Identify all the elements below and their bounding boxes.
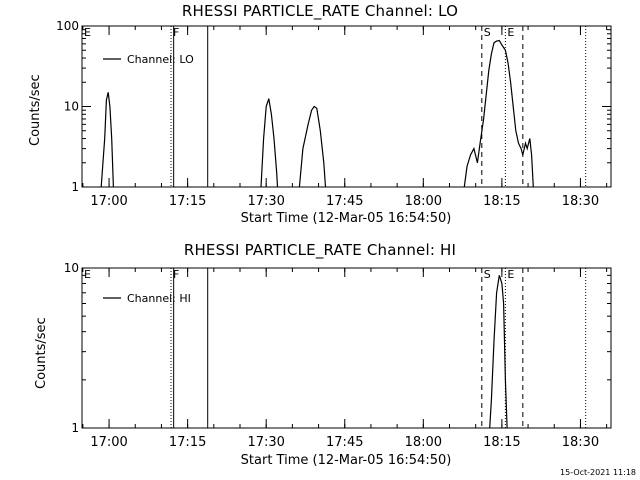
series-line bbox=[298, 105, 327, 188]
event-marker-label: E bbox=[507, 268, 514, 281]
footer-timestamp: 15-Oct-2021 11:18 bbox=[560, 468, 636, 477]
chart-title-hi: RHESSI PARTICLE_RATE Channel: HI bbox=[183, 241, 457, 259]
x-tick-label: 17:45 bbox=[326, 194, 363, 209]
x-tick-label: 18:15 bbox=[483, 194, 520, 209]
axes-frame bbox=[81, 267, 612, 429]
x-tick-label: 18:30 bbox=[562, 435, 599, 450]
series-line bbox=[260, 98, 279, 188]
legend-label: Channel: LO bbox=[127, 53, 194, 66]
event-marker-label: E bbox=[84, 268, 91, 281]
x-tick-label: 17:45 bbox=[326, 435, 363, 450]
y-tick-label: 1 bbox=[71, 180, 79, 194]
event-marker-label: E bbox=[84, 26, 91, 39]
chart-title-lo: RHESSI PARTICLE_RATE Channel: LO bbox=[181, 2, 459, 20]
chart-panel-lo: 1 10 100 17:00 17:15 17:30 17:45 18:00 18:15 18:3… bbox=[56, 19, 612, 209]
y-tick-label: 10 bbox=[64, 100, 79, 114]
x-tick-label: 17:00 bbox=[90, 435, 127, 450]
series-line bbox=[489, 275, 508, 429]
series-line bbox=[463, 39, 534, 188]
y-tick-label: 1 bbox=[71, 421, 79, 435]
x-tick-label: 17:30 bbox=[247, 194, 284, 209]
event-marker-label: S bbox=[484, 268, 491, 281]
event-marker-label: E bbox=[507, 26, 514, 39]
x-tick-label: 17:00 bbox=[90, 194, 127, 209]
series-line bbox=[100, 92, 114, 188]
y-tick-label: 100 bbox=[56, 19, 79, 33]
x-axis-label-hi: Start Time (12-Mar-05 16:54:50) bbox=[240, 453, 452, 468]
x-tick-label: 18:00 bbox=[405, 194, 442, 209]
x-axis-label-lo: Start Time (12-Mar-05 16:54:50) bbox=[240, 211, 452, 226]
chart-panel-hi: 1 10 17:00 17:15 17:30 17:45 18:00 18:15 18:30 E F… bbox=[64, 261, 612, 450]
event-marker-label: F bbox=[173, 268, 179, 281]
event-marker-label: S bbox=[484, 26, 491, 39]
x-tick-label: 18:15 bbox=[483, 435, 520, 450]
y-tick-label: 10 bbox=[64, 261, 79, 275]
legend-label: Channel: HI bbox=[127, 292, 191, 305]
x-tick-label: 17:15 bbox=[169, 194, 206, 209]
x-tick-label: 17:30 bbox=[247, 435, 284, 450]
event-marker-label: F bbox=[173, 26, 179, 39]
x-tick-label: 17:15 bbox=[169, 435, 206, 450]
x-tick-label: 18:30 bbox=[562, 194, 599, 209]
x-tick-label: 18:00 bbox=[405, 435, 442, 450]
